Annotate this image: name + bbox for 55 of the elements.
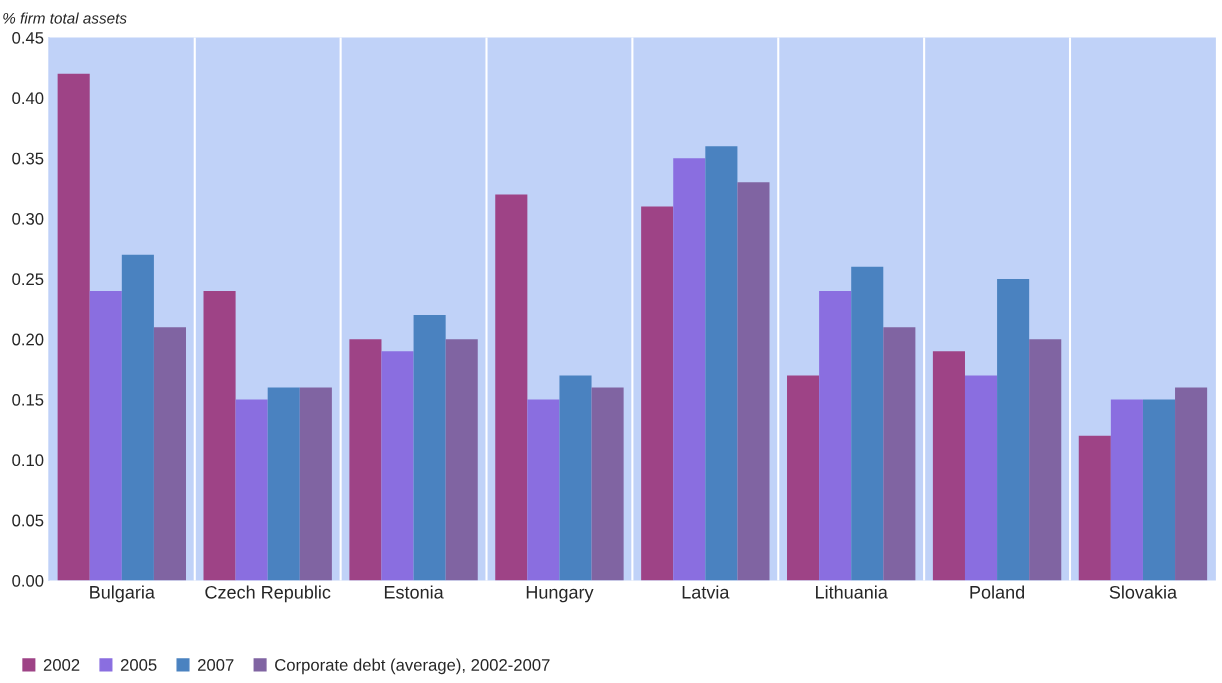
x-tick-label: Lithuania [816, 585, 888, 599]
bar [1029, 339, 1062, 581]
y-tick-label: 0.35 [12, 152, 44, 165]
x-tick-label: Estonia [384, 585, 444, 599]
y-tick-label: 0.20 [12, 333, 44, 346]
bar [121, 254, 154, 581]
y-tick-label: 0.45 [12, 31, 44, 44]
bar [705, 146, 738, 581]
bar [1078, 435, 1111, 581]
bar [819, 290, 852, 581]
bar [559, 375, 592, 581]
y-axis-title: % firm total assets [3, 12, 127, 24]
legend-label: 2002 [43, 659, 80, 671]
bar [851, 266, 884, 581]
bar [527, 399, 560, 581]
y-tick-label: 0.40 [12, 92, 44, 105]
bar [932, 351, 965, 581]
bar [1175, 387, 1208, 581]
y-tick-label: 0.30 [12, 212, 44, 225]
x-tick-label: Czech Republic [205, 585, 331, 603]
x-tick-label: Slovakia [1109, 585, 1178, 599]
y-tick-label: 0.00 [12, 574, 44, 587]
bar [997, 278, 1030, 581]
legend-label: 2005 [120, 659, 157, 671]
x-tick-label: Hungary [526, 586, 594, 603]
bar [89, 290, 122, 581]
legend-label: 2007 [198, 659, 234, 671]
bar [641, 206, 674, 581]
y-tick-label: 0.10 [12, 454, 44, 467]
bar [381, 351, 414, 581]
bar [413, 315, 446, 581]
x-tick-label: Latvia [682, 585, 730, 599]
y-tick-label: 0.05 [12, 514, 44, 527]
bar [349, 339, 382, 581]
bar [235, 399, 268, 581]
bar [964, 375, 998, 581]
y-tick-label: 0.15 [12, 393, 44, 406]
bar [299, 387, 332, 581]
bar [591, 387, 624, 581]
bar [267, 387, 300, 581]
bar [737, 182, 770, 581]
bar [495, 194, 528, 581]
bar [445, 339, 478, 581]
bar [1142, 399, 1176, 581]
x-tick-label: Poland [970, 585, 1025, 599]
bar [203, 290, 236, 581]
bar [673, 158, 706, 581]
bar [153, 327, 186, 581]
legend-label: Corporate debt (average), 2002-2007 [275, 658, 550, 675]
x-tick-label: Bulgaria [90, 585, 155, 603]
bar [883, 327, 916, 581]
bar [787, 375, 820, 581]
bar [57, 73, 90, 581]
bar [1110, 399, 1143, 581]
y-tick-label: 0.25 [12, 273, 44, 286]
